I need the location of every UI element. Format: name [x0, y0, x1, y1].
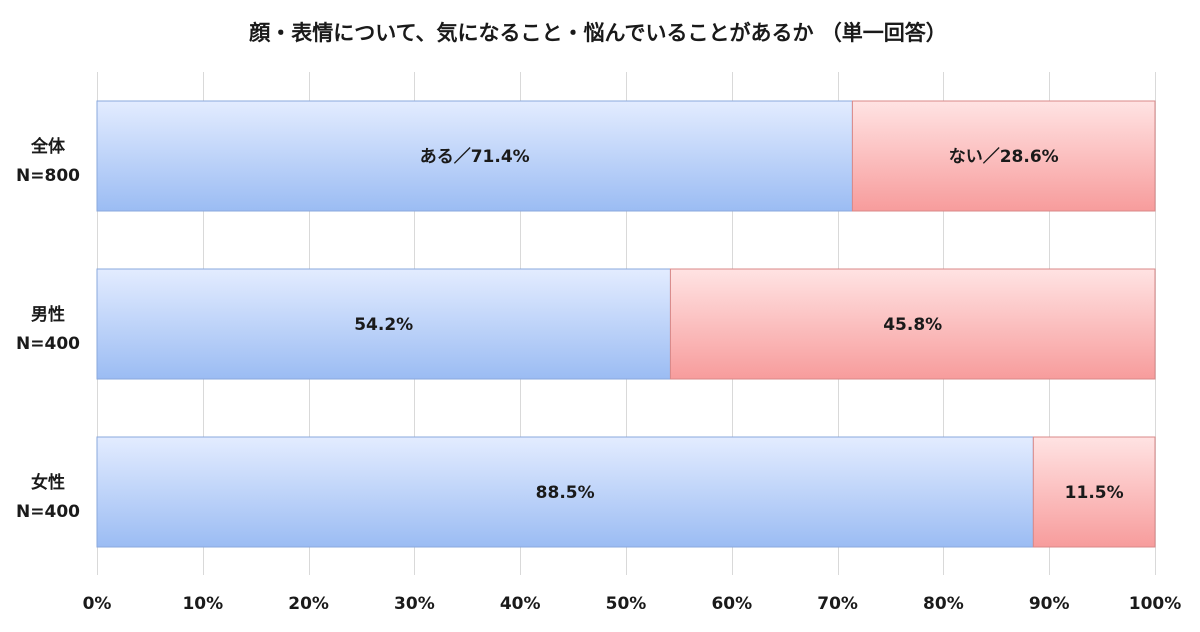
data-label: 88.5%: [536, 483, 595, 503]
data-label: 45.8%: [883, 315, 942, 335]
x-tick-label: 90%: [1029, 594, 1070, 614]
x-tick-label: 40%: [500, 594, 541, 614]
data-label: 11.5%: [1065, 483, 1124, 503]
x-tick-label: 30%: [394, 594, 435, 614]
x-tick-label: 10%: [182, 594, 223, 614]
category-label: 男性 N=400: [16, 304, 80, 354]
x-tick-label: 0%: [83, 594, 112, 614]
x-tick-label: 60%: [711, 594, 752, 614]
bar-ある-1: [96, 268, 671, 380]
category-label: 全体 N=800: [16, 136, 80, 186]
bar-ある-2: [96, 436, 1034, 548]
bar-ない-0: [851, 100, 1156, 212]
bars: ある／71.4% ない／28.6% 54.2% 45.8% 88.5% 11.5%: [96, 100, 1156, 548]
x-axis-ticks: 0% 10% 20% 30% 40% 50% 60% 70% 80% 90% 100%: [83, 594, 1182, 614]
x-tick-label: 50%: [606, 594, 647, 614]
bar-ない-1: [669, 268, 1156, 380]
data-label: ない／28.6%: [949, 146, 1059, 167]
data-label: ある／71.4%: [420, 146, 530, 167]
x-tick-label: 20%: [288, 594, 329, 614]
chart-title: 顔・表情について、気になること・悩んでいることがあるか （単一回答）: [248, 21, 947, 45]
data-label: 54.2%: [354, 315, 413, 335]
x-tick-label: 80%: [923, 594, 964, 614]
x-tick-label: 100%: [1129, 594, 1182, 614]
category-labels: 全体 N=800 男性 N=400 女性 N=400: [16, 136, 80, 522]
x-tick-label: 70%: [817, 594, 858, 614]
bar-ある-0: [96, 100, 853, 212]
bar-ない-2: [1032, 436, 1156, 548]
category-label: 女性 N=400: [16, 472, 80, 522]
